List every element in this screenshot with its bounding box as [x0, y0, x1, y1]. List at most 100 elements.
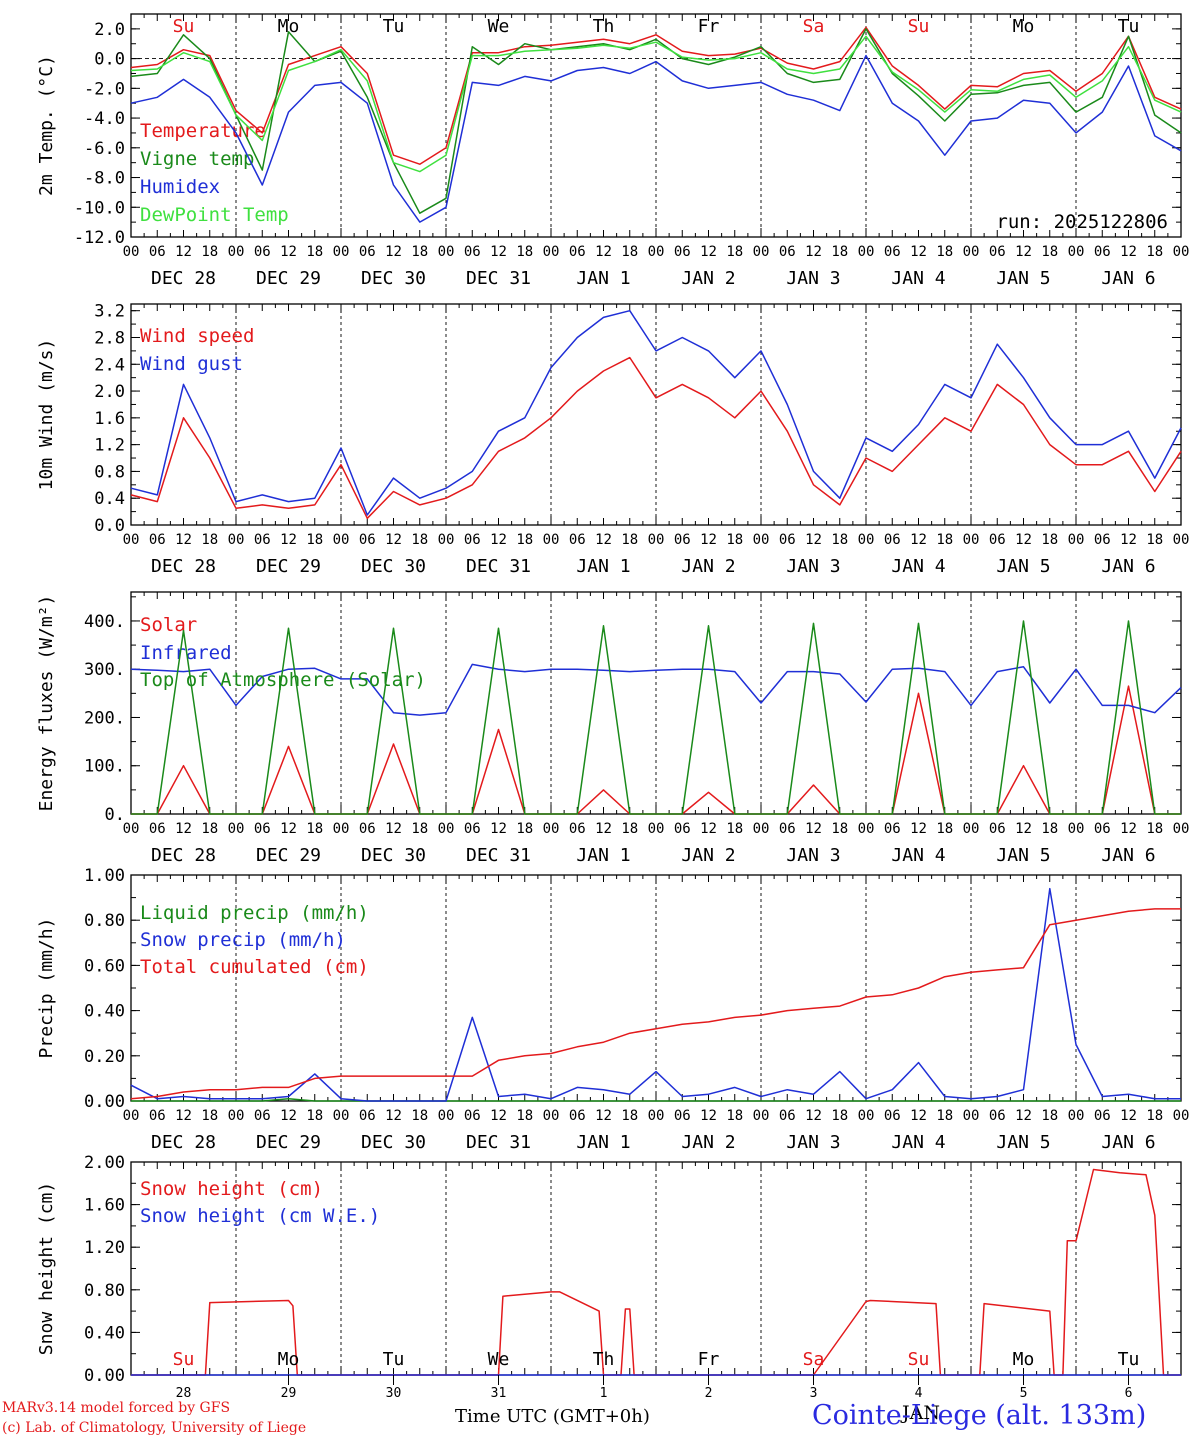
hour-tick-label: 00: [753, 532, 770, 548]
series-line-humidex: [130, 54, 1182, 223]
hour-tick-label: 12: [595, 532, 612, 548]
day-label: DEC 28: [151, 268, 216, 289]
day-label: JAN 1: [576, 1132, 630, 1153]
day-label: DEC 29: [256, 845, 321, 866]
weekday-label: Tu: [383, 16, 405, 37]
hour-tick-label: 18: [516, 821, 533, 837]
hour-tick-label: 18: [936, 244, 953, 260]
hour-tick-label: 18: [1146, 532, 1163, 548]
hour-tick-label: 18: [831, 821, 848, 837]
panel-2: 3.2 2.8 2.4 2.0 1.6 1.2 0.8 0.4 0.0 10m Wind (m/s…: [36, 302, 1189, 577]
weekday-label: Tu: [1118, 1349, 1140, 1370]
credit-line-1: MARv3.14 model forced by GFS: [2, 1400, 231, 1416]
y-tick-label: 0.80: [84, 911, 125, 931]
hour-tick-label: 18: [621, 821, 638, 837]
day-label: JAN 6: [1101, 1132, 1155, 1153]
y-tick-label: -4.0: [84, 109, 125, 129]
hour-tick-label: 18: [201, 821, 218, 837]
day-number-label: 2: [705, 1386, 713, 1400]
y-tick-label: 1.2: [94, 436, 125, 456]
hour-tick-label: 12: [700, 1108, 717, 1124]
day-number-label: 3: [810, 1386, 818, 1400]
hour-tick-label: 00: [228, 244, 245, 260]
day-label: JAN 6: [1101, 268, 1155, 289]
series-line-wind-gust: [130, 309, 1182, 516]
hour-tick-label: 00: [228, 532, 245, 548]
y-tick-label: 2.4: [94, 355, 125, 375]
hour-tick-label: 12: [385, 1108, 402, 1124]
day-number-label: 29: [281, 1386, 297, 1400]
hour-tick-label: 18: [516, 244, 533, 260]
hour-tick-label: 06: [359, 821, 376, 837]
y-axis-label: 10m Wind (m/s): [36, 339, 57, 491]
y-tick-label: 0.80: [84, 1281, 125, 1301]
day-number-label: 6: [1125, 1386, 1133, 1400]
hour-tick-label: 00: [1173, 1108, 1190, 1124]
legend-entry: Solar: [140, 614, 197, 636]
series-line-wind-speed: [130, 356, 1182, 520]
hour-tick-label: 06: [674, 244, 691, 260]
hour-tick-label: 18: [1041, 244, 1058, 260]
hour-tick-label: 12: [805, 532, 822, 548]
hour-tick-label: 12: [1120, 821, 1137, 837]
hour-tick-label: 18: [306, 532, 323, 548]
hour-tick-label: 06: [464, 1108, 481, 1124]
hour-tick-label: 06: [149, 244, 166, 260]
y-tick-label: 1.00: [84, 866, 125, 886]
hour-tick-label: 06: [569, 244, 586, 260]
hour-tick-label: 18: [1146, 244, 1163, 260]
weekday-label: Th: [593, 1349, 615, 1370]
day-label: JAN 3: [786, 556, 840, 577]
hour-tick-label: 00: [228, 821, 245, 837]
hour-tick-label: 00: [1068, 1108, 1085, 1124]
y-tick-label: -10.0: [74, 198, 125, 218]
day-label: DEC 29: [256, 1132, 321, 1153]
day-label: JAN 4: [891, 556, 945, 577]
day-label: DEC 30: [361, 845, 426, 866]
weekday-label: Sa: [803, 16, 825, 37]
hour-tick-label: 18: [831, 532, 848, 548]
series-line-top-of-atmosphere-solar-: [131, 620, 1181, 815]
hour-tick-label: 12: [595, 1108, 612, 1124]
legend-entry: Wind gust: [140, 353, 243, 375]
y-tick-label: 0.00: [84, 1366, 125, 1386]
day-label: DEC 29: [256, 268, 321, 289]
hour-tick-label: 00: [963, 1108, 980, 1124]
hour-tick-label: 06: [884, 532, 901, 548]
hour-tick-label: 00: [333, 821, 350, 837]
day-label: JAN 1: [576, 845, 630, 866]
day-label: DEC 31: [466, 268, 531, 289]
hour-tick-label: 00: [753, 244, 770, 260]
hour-tick-label: 12: [280, 244, 297, 260]
weekday-label: Fr: [698, 16, 720, 37]
hour-tick-label: 00: [753, 1108, 770, 1124]
hour-tick-label: 06: [1094, 532, 1111, 548]
hour-tick-label: 12: [700, 821, 717, 837]
day-label: DEC 31: [466, 556, 531, 577]
hour-tick-label: 18: [306, 244, 323, 260]
hour-tick-label: 06: [779, 532, 796, 548]
hour-tick-label: 00: [648, 821, 665, 837]
y-tick-label: 3.2: [94, 302, 125, 322]
hour-tick-label: 12: [385, 244, 402, 260]
day-label: JAN 4: [891, 845, 945, 866]
hour-tick-label: 18: [726, 821, 743, 837]
hour-tick-label: 06: [569, 821, 586, 837]
hour-tick-label: 12: [805, 1108, 822, 1124]
hour-tick-label: 12: [490, 821, 507, 837]
day-label: JAN 5: [996, 268, 1050, 289]
hour-tick-label: 12: [700, 244, 717, 260]
day-number-label: 5: [1020, 1386, 1028, 1400]
hour-tick-label: 18: [306, 1108, 323, 1124]
weekday-label: Tu: [1118, 16, 1140, 37]
y-tick-label: 1.60: [84, 1196, 125, 1216]
hour-tick-label: 06: [254, 1108, 271, 1124]
weekday-label: Mo: [1013, 1349, 1035, 1370]
hour-tick-label: 06: [674, 532, 691, 548]
hour-tick-label: 18: [516, 1108, 533, 1124]
hour-tick-label: 00: [1173, 821, 1190, 837]
hour-tick-label: 06: [779, 821, 796, 837]
y-tick-label: 0.: [105, 805, 125, 825]
hour-tick-label: 06: [254, 821, 271, 837]
panel-1: 2.0 0.0 -2.0 -4.0 -6.0 -8.0 -10.0 -12.0 2m Temp.…: [36, 13, 1189, 289]
